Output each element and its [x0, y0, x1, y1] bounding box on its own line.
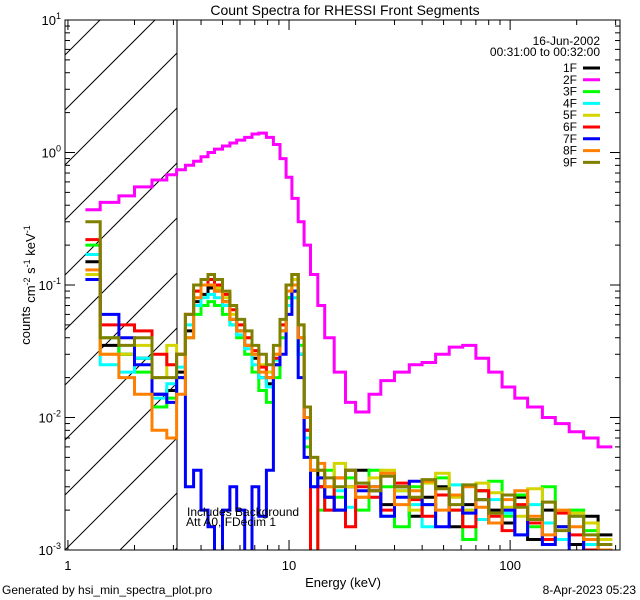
hatch-line	[64, 382, 178, 496]
y-tick-label: 10-3	[39, 541, 61, 558]
series-line-4F	[85, 253, 600, 550]
series-line-7F	[85, 278, 613, 550]
x-tick-label: 100	[499, 558, 521, 573]
excluded-region-hatch	[64, 19, 178, 551]
series-line-9F	[85, 220, 613, 546]
y-tick-label: 100	[42, 144, 61, 161]
y-label-part: s	[23, 267, 38, 278]
hatch-line	[64, 217, 178, 331]
legend-label-4F: 4F	[563, 96, 577, 110]
y-tick-label: 10-2	[39, 409, 61, 426]
y-tick-base: 10	[42, 13, 56, 28]
y-label-part: keV	[23, 233, 38, 259]
y-tick-exponent: -2	[53, 409, 61, 419]
series-line-2F	[85, 131, 613, 449]
annotation-attenuator: Att A0, FDecim 1	[186, 515, 276, 529]
y-tick-exponent: 1	[56, 11, 61, 21]
axis-ticks	[65, 19, 620, 551]
legend-label-8F: 8F	[563, 144, 577, 158]
y-label-part: counts	[18, 306, 33, 345]
hatch-line	[64, 52, 178, 166]
annotation-background: Includes Background	[187, 505, 299, 519]
legend-label-9F: 9F	[563, 155, 577, 169]
y-label-exp: -1	[22, 225, 32, 233]
y-tick-label: 101	[42, 11, 61, 28]
y-tick-label: 10-1	[39, 276, 61, 293]
chart-title: Count Spectra for RHESSI Front Segments	[210, 2, 479, 18]
y-tick-base: 10	[39, 543, 53, 558]
legend-label-3F: 3F	[563, 85, 577, 99]
footer-generated-by: Generated by hsi_min_spectra_plot.pro	[2, 583, 212, 597]
hatch-line	[64, 437, 178, 551]
x-tick-label: 1	[64, 558, 71, 573]
y-tick-base: 10	[42, 146, 56, 161]
date-label: 16-Jun-2002	[533, 34, 601, 48]
y-label-exp: -1	[22, 259, 32, 267]
hatch-line	[64, 19, 156, 111]
x-tick-label: 10	[282, 558, 296, 573]
hatch-line	[64, 162, 178, 276]
y-label-exp: -2	[22, 277, 32, 285]
legend-label-7F: 7F	[563, 132, 577, 146]
y-tick-base: 10	[39, 411, 53, 426]
footer-timestamp: 8-Apr-2023 05:23	[543, 583, 637, 597]
y-tick-base: 10	[39, 278, 53, 293]
hatch-line	[64, 327, 178, 441]
time-range-label: 00:31:00 to 00:32:00	[490, 45, 600, 59]
hatch-line	[64, 107, 178, 221]
y-tick-exponent: 0	[56, 144, 61, 154]
y-tick-exponent: -3	[53, 541, 61, 551]
legend-label-6F: 6F	[563, 120, 577, 134]
hatch-line	[64, 19, 101, 56]
hatch-line	[64, 272, 178, 386]
series-group	[85, 131, 613, 550]
legend-label-2F: 2F	[563, 73, 577, 87]
plot-frame	[64, 19, 621, 551]
y-tick-exponent: -1	[53, 276, 61, 286]
hatch-line	[119, 492, 178, 551]
y-axis-label: counts cm-2 s-1 keV-1	[18, 225, 38, 344]
legend-label-1F: 1F	[563, 61, 577, 75]
legend-label-5F: 5F	[563, 108, 577, 122]
y-label-part: cm	[23, 285, 38, 306]
x-tick-labels: 1 10 100	[64, 558, 521, 573]
x-axis-label: Energy (keV)	[305, 575, 381, 590]
